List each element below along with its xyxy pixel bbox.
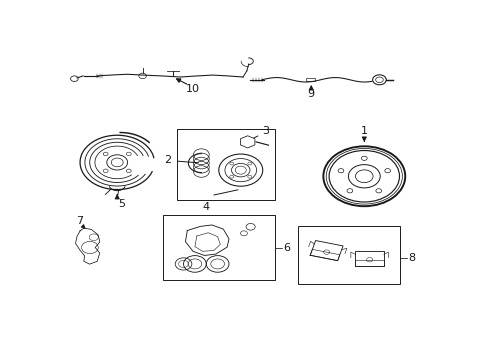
Text: 8: 8 [408, 253, 415, 263]
Text: 3: 3 [262, 126, 268, 136]
Bar [305, 78, 314, 81]
Text: 4: 4 [203, 202, 209, 212]
Bar [176, 129, 275, 200]
Text: 1: 1 [360, 126, 367, 136]
Bar [297, 226, 400, 284]
Text: 7: 7 [76, 216, 83, 226]
Text: 6: 6 [283, 243, 290, 253]
Text: 5: 5 [118, 199, 125, 209]
Text: 10: 10 [185, 84, 200, 94]
Text: 9: 9 [307, 90, 314, 99]
Text: 2: 2 [163, 154, 170, 165]
Bar [163, 215, 275, 280]
